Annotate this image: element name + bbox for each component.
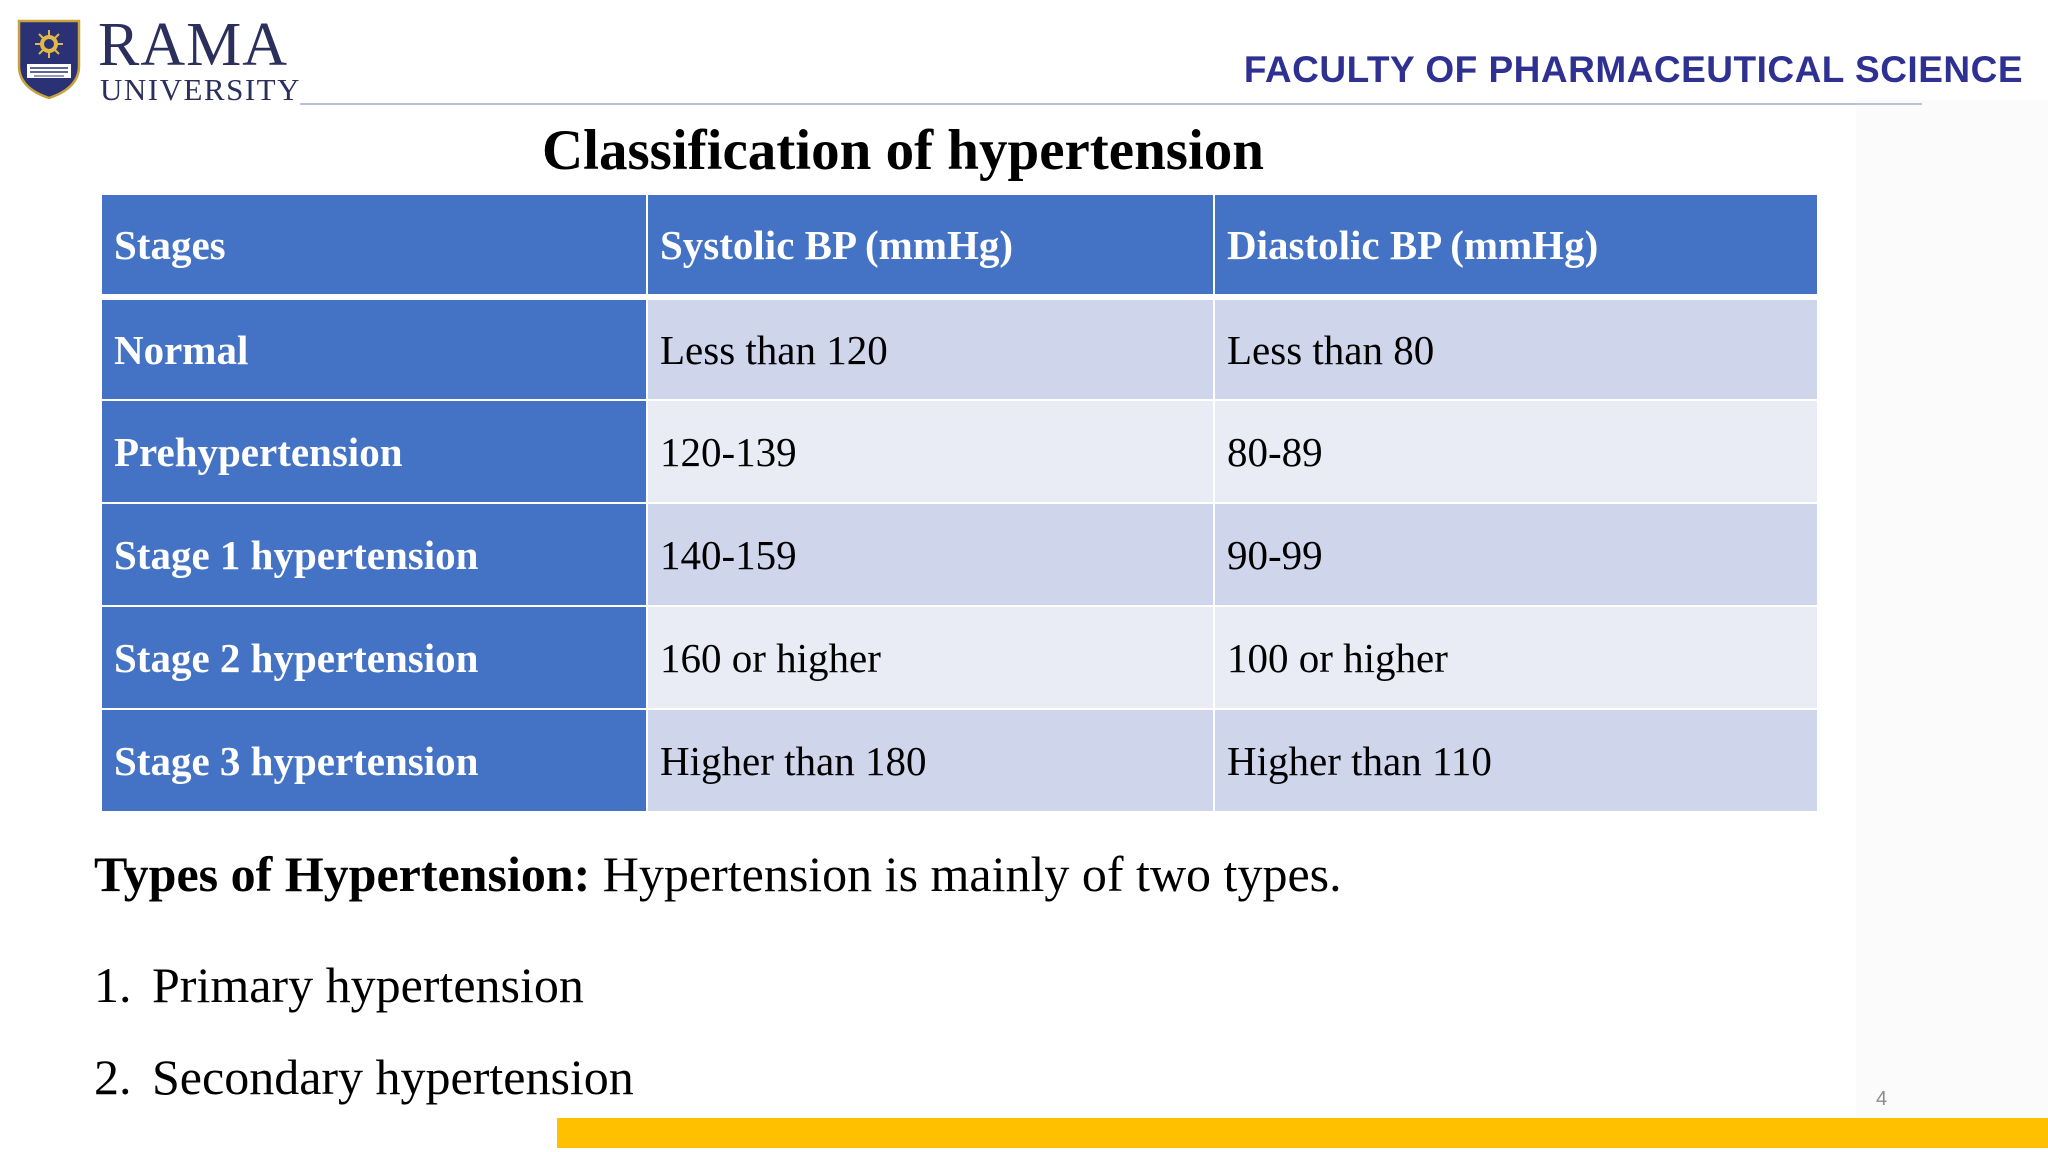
types-text: Hypertension is mainly of two types. — [590, 846, 1342, 902]
stage-cell: Stage 2 hypertension — [100, 605, 648, 710]
logo-name: RAMA — [98, 11, 289, 79]
table-row: Stage 2 hypertension 160 or higher 100 o… — [100, 605, 1819, 710]
list-text: Secondary hypertension — [152, 1049, 634, 1105]
systolic-cell: 140-159 — [646, 502, 1215, 607]
table-header-row: Stages Systolic BP (mmHg) Diastolic BP (… — [100, 193, 1819, 300]
footer-bar — [557, 1118, 2048, 1148]
list-number: 2. — [94, 1049, 132, 1105]
page-number: 4 — [1876, 1088, 1888, 1110]
systolic-cell: Higher than 180 — [646, 708, 1215, 813]
faculty-title: FACULTY OF PHARMACEUTICAL SCIENCE — [1243, 49, 2023, 90]
header-stages: Stages — [100, 193, 648, 300]
diastolic-cell: 80-89 — [1213, 399, 1819, 504]
systolic-cell: 160 or higher — [646, 605, 1215, 710]
header-diastolic: Diastolic BP (mmHg) — [1213, 193, 1819, 300]
list-text: Primary hypertension — [152, 957, 584, 1013]
list-item: 1. Primary hypertension — [94, 955, 584, 1015]
types-paragraph: Types of Hypertension: Hypertension is m… — [94, 844, 1342, 904]
list-item: 2. Secondary hypertension — [94, 1047, 634, 1107]
diastolic-cell: Higher than 110 — [1213, 708, 1819, 813]
diastolic-cell: 100 or higher — [1213, 605, 1819, 710]
table-row: Normal Less than 120 Less than 80 — [100, 296, 1819, 401]
header-systolic: Systolic BP (mmHg) — [646, 193, 1215, 300]
stage-cell: Prehypertension — [100, 399, 648, 504]
table-row: Prehypertension 120-139 80-89 — [100, 399, 1819, 504]
stage-cell: Normal — [100, 296, 648, 401]
types-label: Types of Hypertension: — [94, 846, 591, 902]
systolic-cell: 120-139 — [646, 399, 1215, 504]
systolic-cell: Less than 120 — [646, 296, 1215, 401]
diastolic-cell: Less than 80 — [1213, 296, 1819, 401]
list-number: 1. — [94, 957, 132, 1013]
stage-cell: Stage 1 hypertension — [100, 502, 648, 607]
logo-subtitle: UNIVERSITY — [100, 72, 301, 107]
table-row: Stage 3 hypertension Higher than 180 Hig… — [100, 708, 1819, 813]
table-row: Stage 1 hypertension 140-159 90-99 — [100, 502, 1819, 607]
header-divider — [300, 103, 1922, 105]
slide-title: Classification of hypertension — [541, 119, 1265, 182]
classification-table: Stages Systolic BP (mmHg) Diastolic BP (… — [100, 193, 1819, 813]
diastolic-cell: 90-99 — [1213, 502, 1819, 607]
crest-icon — [17, 19, 81, 100]
stage-cell: Stage 3 hypertension — [100, 708, 648, 813]
university-logo: RAMA UNIVERSITY — [16, 11, 301, 107]
right-panel — [1856, 100, 2048, 1120]
